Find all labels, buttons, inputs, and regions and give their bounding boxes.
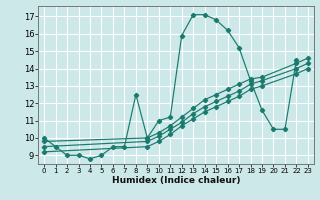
X-axis label: Humidex (Indice chaleur): Humidex (Indice chaleur) [112,176,240,185]
